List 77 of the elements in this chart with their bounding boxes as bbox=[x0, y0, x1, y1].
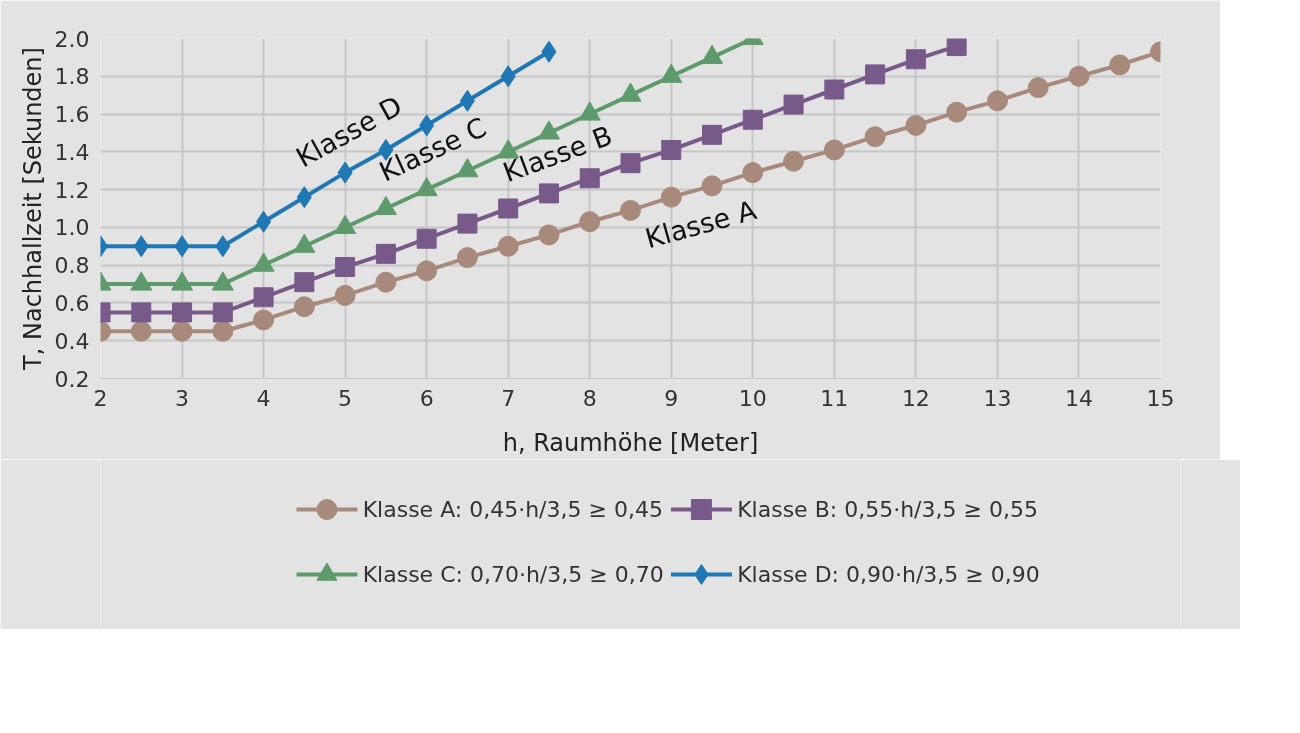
point bbox=[212, 302, 233, 323]
x-tick-label: 13 bbox=[983, 385, 1012, 411]
x-axis-title: h, Raumhöhe [Meter] bbox=[502, 428, 759, 457]
point bbox=[946, 38, 967, 57]
x-tick-label: 3 bbox=[175, 385, 190, 411]
x-tick-label: 15 bbox=[1146, 385, 1175, 411]
point bbox=[620, 153, 641, 174]
point bbox=[212, 320, 234, 342]
y-tick-label: 1.4 bbox=[54, 139, 90, 165]
y-tick-label: 1.8 bbox=[54, 64, 90, 90]
y-tick-label: 0.2 bbox=[54, 366, 90, 392]
y-axis-title: T, Nachhallzeit [Sekunden] bbox=[18, 47, 47, 371]
point bbox=[294, 272, 315, 293]
point bbox=[824, 79, 845, 100]
y-tick-label: 0.4 bbox=[54, 328, 90, 354]
point bbox=[497, 235, 519, 257]
point bbox=[131, 302, 152, 323]
x-tick-label: 14 bbox=[1064, 385, 1093, 411]
y-tick-label: 1.2 bbox=[54, 177, 90, 203]
y-tick-label: 1.6 bbox=[54, 102, 90, 128]
point bbox=[538, 183, 559, 204]
point bbox=[172, 302, 193, 323]
point bbox=[823, 139, 845, 161]
legend-label: Klasse A: 0,45·h/3,5 ≥ 0,45 bbox=[362, 497, 663, 522]
point bbox=[498, 198, 519, 219]
x-tick-label: 10 bbox=[738, 385, 767, 411]
point bbox=[335, 257, 356, 278]
point bbox=[905, 114, 927, 136]
point bbox=[253, 309, 275, 331]
annotation: Klasse B bbox=[498, 119, 617, 189]
point bbox=[783, 94, 804, 115]
point bbox=[660, 186, 682, 208]
x-tick-label: 6 bbox=[419, 385, 434, 411]
x-tick-label: 9 bbox=[664, 385, 679, 411]
y-tick-label: 0.8 bbox=[54, 253, 90, 279]
y-tick-label: 0.6 bbox=[54, 290, 90, 316]
point bbox=[1109, 54, 1131, 76]
point bbox=[416, 228, 437, 249]
point bbox=[701, 175, 723, 197]
x-tick-label: 2 bbox=[93, 385, 108, 411]
point bbox=[171, 320, 193, 342]
point bbox=[416, 260, 438, 282]
point bbox=[538, 224, 560, 246]
point bbox=[702, 124, 723, 145]
point bbox=[253, 287, 274, 308]
point bbox=[456, 247, 478, 269]
annotation: Klasse A bbox=[641, 193, 761, 255]
point bbox=[865, 64, 886, 85]
x-tick-label: 7 bbox=[501, 385, 516, 411]
point bbox=[1027, 77, 1049, 99]
point bbox=[905, 49, 926, 70]
point bbox=[661, 139, 682, 160]
x-tick-label: 8 bbox=[582, 385, 597, 411]
legend-label: Klasse D: 0,90·h/3,5 ≥ 0,90 bbox=[737, 562, 1040, 587]
x-tick-label: 5 bbox=[338, 385, 353, 411]
point bbox=[783, 150, 805, 172]
point bbox=[130, 320, 152, 342]
point bbox=[1068, 65, 1090, 87]
x-tick-label: 4 bbox=[256, 385, 271, 411]
y-tick-label: 1.0 bbox=[54, 215, 90, 241]
point bbox=[457, 213, 478, 234]
point bbox=[946, 101, 968, 123]
point bbox=[742, 109, 763, 130]
point bbox=[334, 284, 356, 306]
point bbox=[620, 199, 641, 221]
legend-label: Klasse C: 0,70·h/3,5 ≥ 0,70 bbox=[362, 562, 664, 587]
point bbox=[864, 126, 886, 148]
point bbox=[375, 243, 396, 264]
point bbox=[986, 90, 1008, 112]
y-tick-label: 2.0 bbox=[54, 26, 90, 52]
point bbox=[742, 162, 764, 184]
point bbox=[293, 296, 315, 318]
x-tick-label: 11 bbox=[820, 385, 849, 411]
point bbox=[375, 271, 397, 293]
x-tick-label: 12 bbox=[901, 385, 930, 411]
legend-label: Klasse B: 0,55·h/3,5 ≥ 0,55 bbox=[737, 497, 1038, 522]
point bbox=[579, 211, 601, 233]
